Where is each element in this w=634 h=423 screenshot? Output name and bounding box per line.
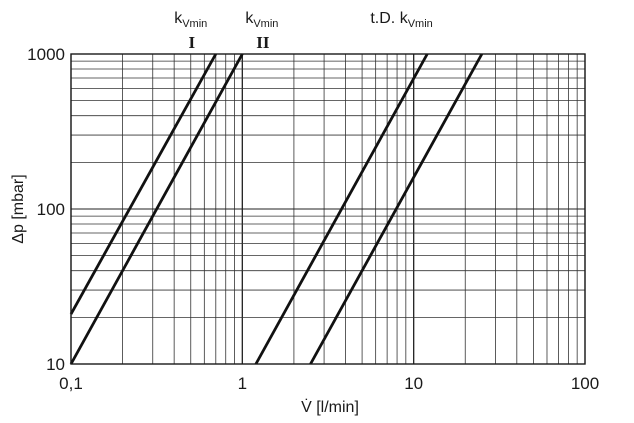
annotation-roman-numeral: II — [256, 33, 270, 52]
x-tick-label: 1 — [238, 374, 247, 393]
x-tick-label: 10 — [404, 374, 423, 393]
series-line-2 — [69, 53, 244, 365]
series-lines — [69, 53, 484, 365]
annotation-3: t.D. kVmin — [370, 10, 432, 30]
annotation-2: kVmin II — [245, 10, 278, 52]
annotation-label: kVmin — [174, 10, 207, 30]
y-tick-label: 1000 — [27, 45, 65, 64]
plot-frame — [70, 53, 586, 365]
grid — [70, 53, 586, 365]
series-line-1 — [69, 53, 218, 315]
annotation-roman-numeral: I — [188, 33, 195, 52]
series-line-3 — [254, 53, 429, 365]
series-line-4 — [309, 53, 484, 365]
y-tick-labels: 10 100 1000 — [27, 45, 65, 374]
x-tick-labels: 0,1 1 10 100 — [59, 374, 599, 393]
annotation-1: kVmin I — [174, 10, 207, 52]
annotation-label: kVmin — [245, 10, 278, 30]
x-tick-label: 0,1 — [59, 374, 83, 393]
y-tick-label: 10 — [46, 355, 65, 374]
x-tick-label: 100 — [571, 374, 599, 393]
annotation-label: t.D. kVmin — [370, 10, 432, 30]
y-tick-label: 100 — [37, 200, 65, 219]
y-axis-label: Δp [mbar] — [10, 174, 27, 243]
x-axis-label: V̇ [l/min] — [301, 398, 359, 416]
